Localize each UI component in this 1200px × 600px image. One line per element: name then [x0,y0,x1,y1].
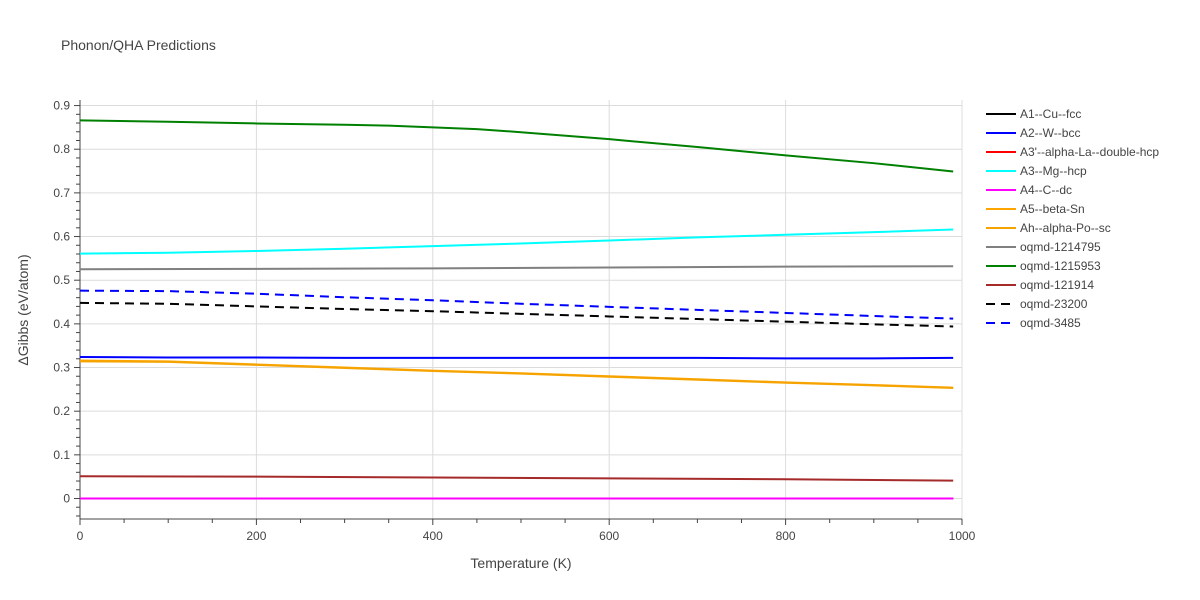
series-layer [79,119,954,500]
y-tick-label: 0.8 [53,142,70,156]
y-tick-label: 0.7 [53,186,70,200]
y-tick-label: 0 [63,492,70,506]
legend-label: A5--beta-Sn [1020,202,1085,216]
y-tick-label: 0.9 [53,99,70,113]
legend-label: Ah--alpha-Po--sc [1020,221,1111,235]
series-line-oqmd-1215953 [79,119,954,173]
y-tick-label: 0.3 [53,361,70,375]
legend-label: oqmd-3485 [1020,316,1081,330]
x-tick-label: 1000 [949,529,976,543]
legend-label: A1--Cu--fcc [1020,107,1081,121]
x-tick-label: 400 [423,529,443,543]
series-line-oqmd-121914 [79,475,954,482]
legend-label: oqmd-1215953 [1020,259,1101,273]
y-axis-label: ΔGibbs (eV/atom) [15,254,31,365]
series-line-oqmd-1214795 [79,265,954,271]
x-tick-label: 200 [246,529,266,543]
legend-label: A3--Mg--hcp [1020,164,1087,178]
y-tick-label: 0.6 [53,230,70,244]
x-tick-label: 0 [77,529,84,543]
legend: A1--Cu--fcc A2--W--bcc A3'--alpha-La--doub… [986,107,1159,330]
chart-title: Phonon/QHA Predictions [61,37,216,53]
series-line-oqmd-23200 [79,301,954,328]
x-tick-label: 800 [776,529,796,543]
y-tick-label: 0.5 [53,273,70,287]
x-axis-label: Temperature (K) [470,555,571,571]
legend-label: A2--W--bcc [1020,126,1080,140]
grid-layer [79,100,963,519]
x-tick-label: 600 [599,529,619,543]
series-line-a3-mg-hcp [79,228,954,255]
series-line-oqmd-3485 [79,289,954,320]
axis-layer: 0 200 400 600 800 1000 0 0.1 0.2 0.3 0.4 0.5 0.6 0.7 0… [53,99,975,543]
legend-label: oqmd-1214795 [1020,240,1101,254]
legend-label: A3'--alpha-La--double-hcp [1020,145,1159,159]
series-line-ah-alpha-po-sc [79,360,954,390]
legend-label: oqmd-121914 [1020,278,1094,292]
legend-label: oqmd-23200 [1020,297,1088,311]
y-tick-label: 0.2 [53,404,70,418]
legend-label: A4--C--dc [1020,183,1072,197]
series-line-a2-w-bcc [79,356,954,360]
y-tick-label: 0.4 [53,317,70,331]
y-tick-label: 0.1 [53,448,70,462]
